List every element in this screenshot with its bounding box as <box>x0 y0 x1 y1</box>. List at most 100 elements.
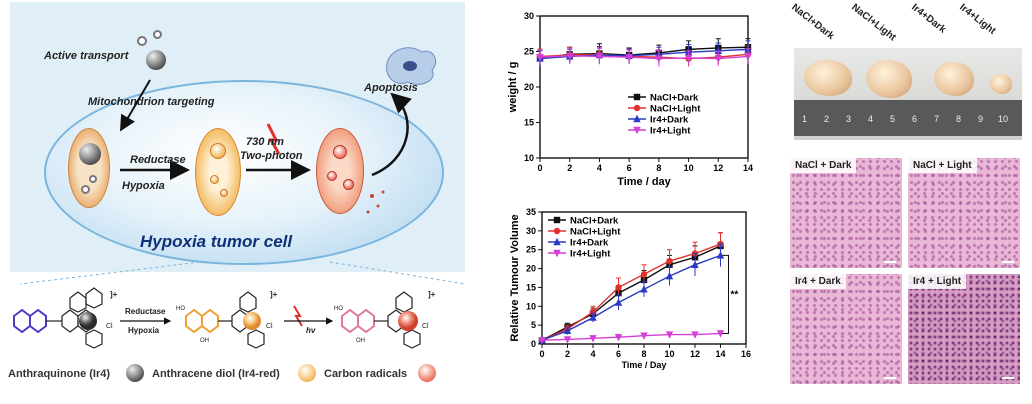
ruler-number: 1 <box>802 114 808 124</box>
y-tick-label: 15 <box>524 118 534 128</box>
legend-red-orb-icon <box>418 364 436 382</box>
data-point <box>714 55 722 63</box>
y-tick-label: 20 <box>524 82 534 92</box>
y-tick-label: 25 <box>526 245 536 255</box>
weight-chart: 0 2 4 6 8 10 12 14 10 15 20 25 30 Time / day weight / … <box>500 4 762 194</box>
legend-marker <box>553 237 561 246</box>
light-bolt <box>266 123 281 155</box>
mitochondrion-targeting-label: Mitochondrion targeting <box>88 96 215 108</box>
x-tick-label: 4 <box>590 349 595 359</box>
legend-label: NaCl+Light <box>570 227 621 238</box>
legend-label: NaCl+Dark <box>650 93 699 104</box>
legend-marker <box>633 104 641 112</box>
ruler-number: 7 <box>934 114 940 124</box>
series-line <box>541 254 721 341</box>
data-point <box>744 53 752 61</box>
data-point <box>625 53 633 62</box>
histology-ir4-light: Ir4 + Light <box>908 274 1020 384</box>
series-ir4-light <box>538 330 725 345</box>
data-point <box>566 52 574 60</box>
x-tick-label: 12 <box>713 163 723 173</box>
legend-gray-sphere-icon <box>126 364 144 382</box>
data-point <box>595 53 604 61</box>
apoptosis-label: Apoptosis <box>364 82 418 94</box>
apoptosis-arrow <box>371 92 412 177</box>
weight-chart-svg: 0 2 4 6 8 10 12 14 10 15 20 25 30 Time / day weight / … <box>507 11 753 188</box>
series-line <box>541 243 721 341</box>
reductase-label: Reductase <box>130 154 186 166</box>
radical-orb <box>343 179 354 190</box>
data-point <box>655 55 663 63</box>
x-tick-label: 14 <box>715 349 725 359</box>
hypoxia-label: Hypoxia <box>122 180 165 192</box>
histology-label: Ir4 + Dark <box>790 274 846 289</box>
data-point <box>691 260 699 268</box>
legend-label: NaCl+Dark <box>570 216 619 227</box>
x-tick-label: 14 <box>743 163 753 173</box>
chem-reductase-label: Reductase <box>125 307 166 316</box>
y-tick-label: 25 <box>524 47 534 57</box>
iridium-sphere <box>79 312 97 330</box>
x-tick-label: 12 <box>690 349 700 359</box>
ruler-number: 8 <box>956 114 962 124</box>
legend-orange-orb-icon <box>298 364 316 382</box>
significance-label: ** <box>731 289 739 300</box>
cell-stage-uptake <box>68 128 110 208</box>
radical-orb <box>327 171 337 181</box>
two-photon-label: Two-photon <box>240 150 303 162</box>
x-tick-label: 10 <box>684 163 694 173</box>
series-ir4-light <box>536 48 752 67</box>
schematic-legend: Anthraquinone (Ir4) Anthracene diol (Ir4… <box>0 362 482 384</box>
scale-bar <box>1002 377 1014 379</box>
data-point <box>614 334 623 342</box>
tumor-ir4-dark <box>934 62 974 96</box>
anthracene-orb <box>210 175 219 184</box>
legend-anthracene: Anthracene diol (Ir4-red) <box>152 368 280 380</box>
plot-frame <box>539 15 749 159</box>
tumour-volume-chart-svg: 0 2 4 6 8 10 12 14 16 0 5 10 15 20 25 30 35 Time / Day Rel… <box>509 207 751 370</box>
series-line <box>541 332 721 341</box>
chemistry-scheme: Cl HO OH Cl <box>0 276 482 366</box>
y-tick-label: 10 <box>524 153 534 163</box>
svg-text:Cl: Cl <box>106 323 113 330</box>
legend-label: Ir4+Dark <box>570 238 609 249</box>
legend-marker <box>633 93 641 101</box>
histology-ir4-dark: Ir4 + Dark <box>790 274 902 384</box>
tumor-label: Ir4+Dark <box>909 2 948 36</box>
x-axis-label: Time / Day <box>622 360 667 370</box>
x-tick-label: 8 <box>641 349 646 359</box>
chemical-structures: Cl HO OH Cl <box>13 287 429 349</box>
x-axis-label: Time / day <box>617 176 671 188</box>
svg-text:OH: OH <box>356 338 365 344</box>
data-point <box>640 271 648 278</box>
y-tick-label: 35 <box>526 207 536 217</box>
ruler-number: 6 <box>912 114 918 124</box>
svg-text:Cl: Cl <box>422 323 429 330</box>
drug-bubble-small <box>89 175 97 183</box>
y-tick-label: 10 <box>526 301 536 311</box>
histology-label: NaCl + Light <box>908 158 977 173</box>
series-line <box>539 55 749 60</box>
y-axis-label: Relative Tumour Volume <box>509 214 521 341</box>
series-line <box>541 245 721 341</box>
drug-sphere <box>79 143 101 165</box>
x-tick-label: 8 <box>656 163 661 173</box>
data-point <box>640 332 648 340</box>
iridium-red-sphere <box>398 311 418 331</box>
data-point <box>615 284 622 291</box>
radical-orb <box>333 145 347 159</box>
active-transport-label: Active transport <box>44 50 129 62</box>
svg-text:HO: HO <box>176 306 185 312</box>
cell-stage-radicals <box>316 128 364 214</box>
wavelength-label: 730 nm <box>246 136 284 148</box>
data-point <box>640 285 648 293</box>
ruler-number: 10 <box>998 114 1009 124</box>
charge-label-3: ]+ <box>428 290 436 299</box>
transport-arrow <box>119 79 151 132</box>
anthracene-diol-structure <box>185 291 265 349</box>
tumor-label: NaCl+Dark <box>789 2 837 42</box>
svg-text:OH: OH <box>200 338 209 344</box>
legend-radicals: Carbon radicals <box>324 368 408 380</box>
y-tick-label: 15 <box>526 282 536 292</box>
